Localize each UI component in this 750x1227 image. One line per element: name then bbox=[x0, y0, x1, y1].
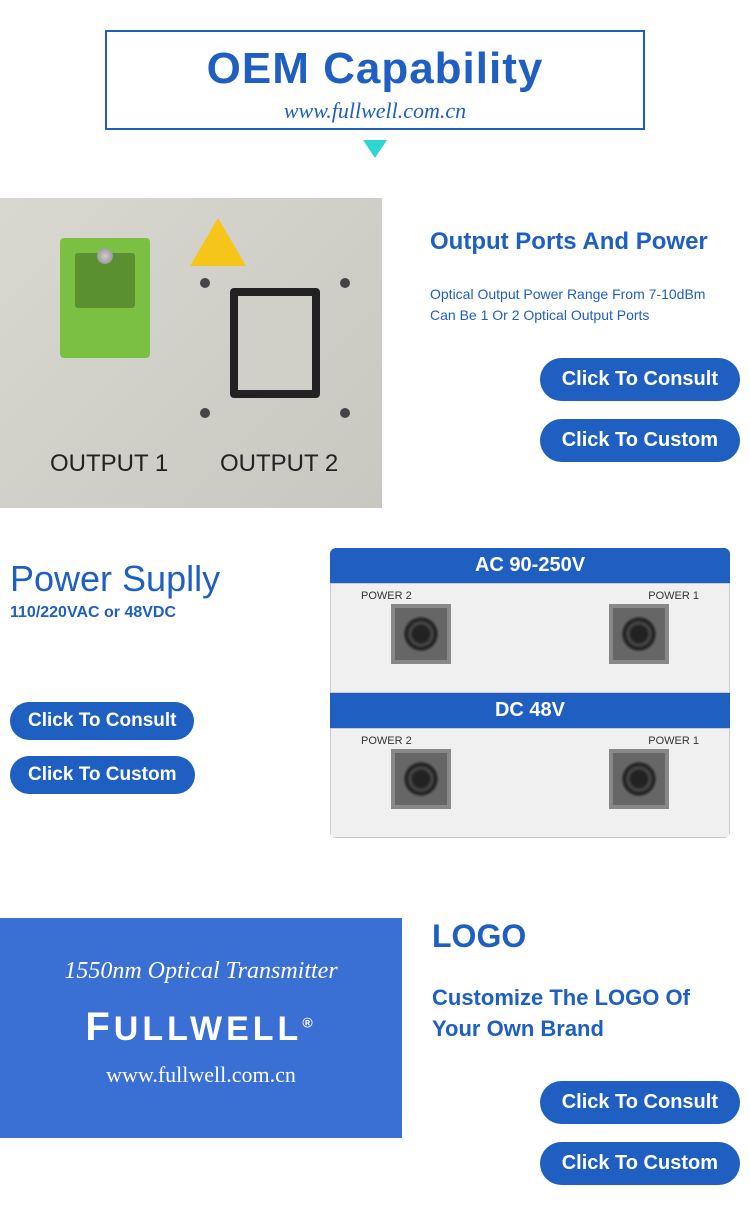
power-supply-image: AC 90-250V POWER 2 POWER 1 DC 48V POWER … bbox=[330, 548, 730, 838]
output2-label: OUTPUT 2 bbox=[220, 450, 338, 478]
section-output-ports: OUTPUT 1 OUTPUT 2 Output Ports And Power… bbox=[0, 198, 750, 508]
header-url: www.fullwell.com.cn bbox=[276, 98, 474, 124]
fiber-connector-icon bbox=[60, 238, 150, 358]
custom-button[interactable]: Click To Custom bbox=[540, 419, 740, 462]
fan-icon bbox=[609, 749, 669, 809]
screw-hole-icon bbox=[340, 278, 350, 288]
fan-icon bbox=[391, 604, 451, 664]
dc-header: DC 48V bbox=[330, 693, 730, 728]
page-title: OEM Capability bbox=[107, 44, 643, 94]
output1-label: OUTPUT 1 bbox=[50, 450, 168, 478]
ac-panel: POWER 2 POWER 1 bbox=[330, 583, 730, 693]
output-ports-image: OUTPUT 1 OUTPUT 2 bbox=[0, 198, 382, 508]
section1-content: Output Ports And Power Optical Output Po… bbox=[382, 198, 750, 508]
output-slot-icon bbox=[230, 288, 320, 398]
ac-header: AC 90-250V bbox=[330, 548, 730, 583]
section2-content: Power Suplly 110/220VAC or 48VDC Click T… bbox=[0, 548, 330, 838]
laser-warning-icon bbox=[190, 218, 246, 266]
power2-label: POWER 2 bbox=[361, 735, 412, 747]
logo-product-name: 1550nm Optical Transmitter bbox=[0, 958, 402, 985]
section3-title: LOGO bbox=[432, 918, 740, 955]
header-box: OEM Capability www.fullwell.com.cn bbox=[105, 30, 645, 130]
section-logo: 1550nm Optical Transmitter FFULLWELLULLW… bbox=[0, 918, 750, 1203]
screw-hole-icon bbox=[200, 278, 210, 288]
fan-icon bbox=[391, 749, 451, 809]
consult-button[interactable]: Click To Consult bbox=[540, 358, 740, 401]
section1-title: Output Ports And Power bbox=[430, 228, 740, 256]
custom-button[interactable]: Click To Custom bbox=[10, 756, 195, 794]
power2-label: POWER 2 bbox=[361, 590, 412, 602]
consult-button[interactable]: Click To Consult bbox=[10, 702, 194, 740]
section3-content: LOGO Customize The LOGO Of Your Own Bran… bbox=[402, 918, 750, 1203]
dc-panel: POWER 2 POWER 1 bbox=[330, 728, 730, 838]
power1-label: POWER 1 bbox=[648, 735, 699, 747]
arrow-down-icon bbox=[363, 140, 387, 158]
fan-icon bbox=[609, 604, 669, 664]
section3-desc: Customize The LOGO Of Your Own Brand bbox=[432, 983, 740, 1045]
custom-button[interactable]: Click To Custom bbox=[540, 1142, 740, 1185]
section1-desc: Optical Output Power Range From 7-10dBm … bbox=[430, 284, 740, 326]
logo-url: www.fullwell.com.cn bbox=[0, 1062, 402, 1088]
screw-icon bbox=[97, 248, 113, 264]
power1-label: POWER 1 bbox=[648, 590, 699, 602]
section2-subtitle: 110/220VAC or 48VDC bbox=[10, 604, 320, 622]
logo-brand-name: FFULLWELLULLWELL® bbox=[0, 1005, 402, 1050]
consult-button[interactable]: Click To Consult bbox=[540, 1081, 740, 1124]
section2-title: Power Suplly bbox=[10, 558, 320, 600]
section-power-supply: Power Suplly 110/220VAC or 48VDC Click T… bbox=[0, 548, 750, 838]
logo-image: 1550nm Optical Transmitter FFULLWELLULLW… bbox=[0, 918, 402, 1138]
screw-hole-icon bbox=[200, 408, 210, 418]
screw-hole-icon bbox=[340, 408, 350, 418]
